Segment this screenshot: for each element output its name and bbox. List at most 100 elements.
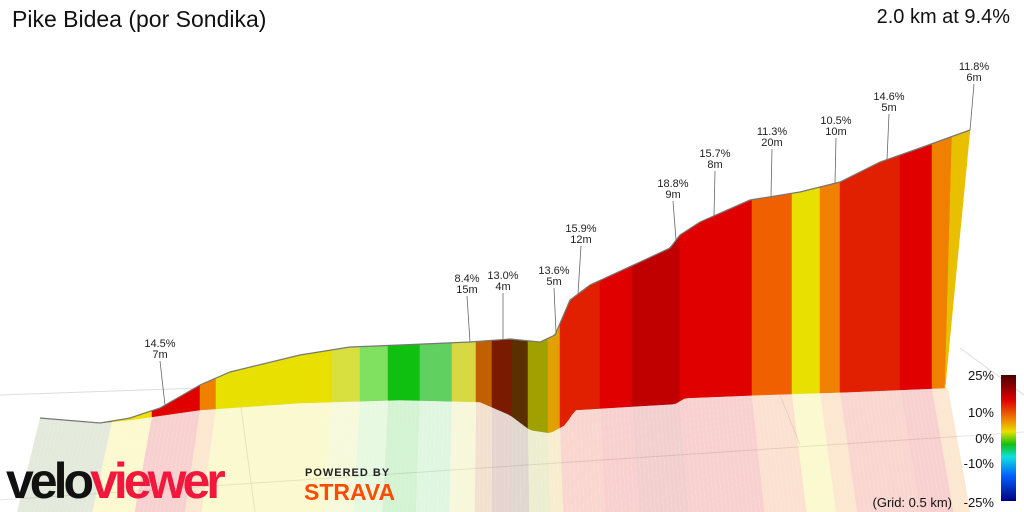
profile-reflection-segment	[458, 401, 464, 512]
profile-grade-segment	[755, 198, 761, 396]
profile-reflection-segment	[916, 389, 941, 512]
profile-grade-segment	[859, 169, 865, 392]
profile-grade-segment	[703, 218, 709, 398]
profile-grade-segment	[207, 379, 213, 410]
profile-grade-segment	[415, 343, 421, 401]
profile-grade-segment	[371, 345, 377, 402]
profile-grade-segment	[523, 340, 529, 429]
profile-reflection-segment	[38, 419, 64, 512]
profile-reflection-segment	[908, 389, 933, 512]
grade-annotation: 13.0%4m	[487, 270, 519, 340]
profile-grade-segment	[895, 154, 901, 391]
profile-reflection-segment	[80, 422, 104, 512]
profile-reflection-segment	[277, 403, 292, 512]
profile-reflection-segment	[256, 404, 272, 512]
profile-grade-segment	[563, 304, 569, 427]
profile-reflection-segment	[744, 395, 761, 512]
profile-grade-segment	[919, 146, 925, 390]
legend-label: -25%	[963, 495, 994, 510]
profile-reflection-segment	[668, 404, 681, 512]
profile-reflection-segment	[206, 408, 224, 512]
profile-grade-segment	[463, 341, 469, 402]
profile-grade-segment	[835, 181, 841, 393]
profile-reflection-segment	[138, 415, 160, 512]
profile-grade-segment	[879, 160, 885, 391]
profile-reflection-segment	[920, 388, 946, 512]
profile-reflection-segment	[756, 395, 773, 512]
profile-reflection-segment	[808, 393, 828, 512]
grade-annotation: 14.5%7m	[144, 338, 176, 406]
profile-grade-segment	[531, 340, 537, 432]
profile-reflection-segment	[632, 406, 643, 512]
profile-reflection-segment	[84, 422, 108, 512]
profile-reflection-segment	[21, 418, 48, 512]
profile-grade-segment	[283, 357, 289, 405]
profile-grade-segment	[383, 345, 389, 401]
annotation-leader-line	[553, 287, 557, 333]
profile-grade-segment	[375, 345, 381, 401]
profile-grade-segment	[179, 393, 185, 414]
profile-reflection-segment	[536, 430, 542, 512]
profile-grade-segment	[539, 339, 545, 433]
profile-grade-segment	[411, 344, 417, 401]
profile-reflection-segment	[285, 403, 300, 512]
profile-reflection-segment	[357, 400, 368, 512]
profile-grade-segment	[939, 139, 945, 389]
veloviewer-logo[interactable]: veloviewer	[6, 452, 226, 510]
profile-reflection-segment	[868, 391, 891, 512]
profile-grade-segment	[815, 186, 821, 394]
annotation-leader-line	[834, 137, 837, 184]
profile-reflection-segment	[680, 398, 694, 512]
profile-grade-segment	[331, 348, 337, 403]
profile-reflection-segment	[692, 397, 706, 512]
profile-grade-segment	[291, 355, 297, 404]
profile-grade-segment	[627, 265, 633, 408]
profile-reflection-segment	[596, 408, 605, 512]
profile-grade-segment	[435, 343, 441, 402]
profile-reflection-segment	[315, 402, 328, 512]
profile-reflection-segment	[428, 400, 436, 512]
profile-grade-segment	[483, 340, 489, 406]
legend-label: 0%	[975, 431, 994, 446]
profile-reflection-segment	[33, 419, 60, 512]
profile-reflection-segment	[544, 432, 551, 512]
annotation-grade: 11.8%	[959, 61, 990, 73]
profile-reflection-segment	[449, 401, 456, 512]
profile-reflection-segment	[688, 397, 702, 512]
profile-grade-segment	[467, 341, 473, 403]
profile-grade-segment	[347, 346, 353, 402]
profile-grade-segment	[611, 272, 617, 408]
profile-reflection-segment	[924, 388, 950, 512]
annotation-grade: 13.0%	[487, 270, 518, 282]
profile-grade-segment	[519, 339, 525, 426]
profile-reflection-segment	[311, 402, 324, 512]
profile-grade-segment	[551, 332, 557, 433]
profile-grade-segment	[695, 221, 701, 398]
profile-reflection-segment	[748, 395, 765, 512]
profile-reflection-segment	[42, 420, 68, 512]
profile-grade-segment	[779, 194, 785, 395]
profile-reflection-segment	[760, 394, 778, 512]
strava-logo[interactable]: STRAVA	[304, 479, 396, 505]
profile-reflection-segment	[189, 409, 208, 512]
profile-reflection-segment	[193, 409, 212, 512]
profile-reflection-segment	[720, 396, 736, 512]
profile-grade-segment	[427, 343, 433, 402]
profile-grade-segment	[259, 363, 265, 407]
profile-grade-segment	[227, 371, 233, 409]
profile-reflection-segment	[491, 407, 496, 512]
profile-reflection-segment	[227, 406, 244, 512]
profile-grade-segment	[363, 346, 369, 402]
profile-grade-segment	[839, 179, 845, 393]
profile-reflection-segment	[944, 388, 971, 512]
profile-reflection-segment	[386, 400, 396, 512]
profile-reflection-segment	[462, 401, 468, 512]
profile-grade-segment	[867, 165, 873, 392]
profile-reflection-segment	[269, 404, 284, 512]
profile-grade-segment	[391, 344, 397, 401]
profile-reflection-segment	[812, 393, 832, 512]
profile-grade-segment	[715, 212, 721, 398]
profile-reflection-segment	[445, 401, 452, 512]
annotation-leader-line	[159, 360, 166, 406]
profile-reflection-segment	[340, 401, 352, 512]
